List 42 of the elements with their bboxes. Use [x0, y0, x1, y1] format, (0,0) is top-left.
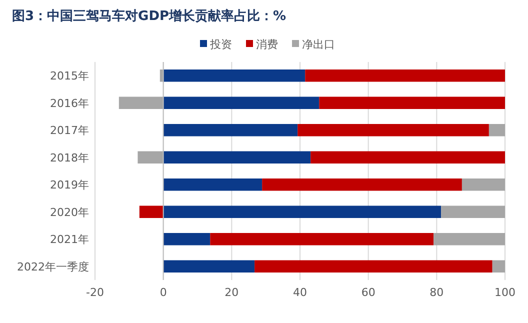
x-tick-label: 20: [224, 286, 239, 299]
legend-label: 净出口: [302, 38, 335, 51]
bar: [163, 69, 306, 82]
bar: [462, 178, 505, 191]
legend-label: 投资: [209, 38, 232, 51]
bar: [310, 151, 505, 164]
x-tick-label: 40: [293, 286, 307, 299]
bar: [210, 232, 434, 246]
chart-title: 图3：中国三驾马车对GDP增长贡献率占比：%: [12, 8, 286, 24]
x-tick-label: 60: [361, 286, 376, 299]
y-tick-label: 2021年: [50, 233, 89, 246]
bar: [298, 124, 489, 136]
bar: [139, 206, 164, 218]
bar: [434, 232, 505, 246]
x-tick-label: 0: [160, 286, 167, 299]
bar: [254, 260, 492, 273]
bar: [163, 151, 311, 164]
bar: [492, 260, 505, 273]
x-tick-label: -20: [86, 286, 104, 299]
bar: [118, 96, 164, 110]
bar: [319, 96, 505, 110]
bar: [163, 178, 262, 191]
y-tick-label: 2019年: [50, 178, 89, 192]
legend-label: 消费: [256, 38, 278, 51]
x-tick-label: 100: [494, 286, 516, 299]
bar: [163, 206, 442, 218]
bar: [163, 96, 320, 110]
y-tick-label: 2017年: [50, 124, 89, 138]
bar: [163, 124, 298, 136]
y-tick-label: 2018年: [50, 151, 89, 164]
y-tick-label: 2022年一季度: [17, 260, 89, 274]
y-tick-label: 2016年: [50, 96, 89, 110]
y-tick-label: 2015年: [50, 70, 89, 83]
bar: [262, 178, 462, 191]
bar: [305, 69, 505, 82]
bar: [163, 260, 255, 273]
bar: [441, 206, 505, 218]
bar: [488, 124, 505, 136]
y-tick-label: 2020年: [50, 206, 89, 219]
bar: [163, 232, 210, 246]
bar: [138, 151, 164, 164]
x-tick-label: 80: [430, 286, 444, 299]
